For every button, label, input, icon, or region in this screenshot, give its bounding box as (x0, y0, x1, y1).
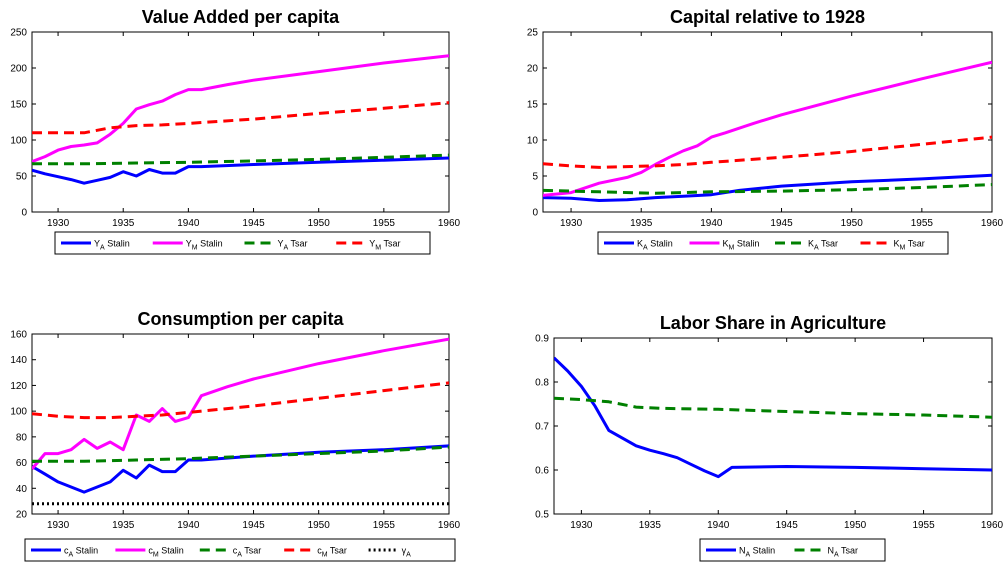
y-tick-label: 0.7 (535, 422, 549, 433)
chart-panel-4: Labor Share in Agriculture 1930 1935 1940 19… (535, 313, 1004, 562)
x-tick-label: 1930 (47, 218, 70, 229)
legend-entry: YA Stalin (94, 239, 130, 252)
y-tick-label: 160 (10, 330, 27, 341)
legend: KA Stalin KM Stalin KA Tsar KM Tsar (597, 231, 949, 255)
plot-area (542, 31, 993, 213)
x-tick-label: 1930 (570, 520, 593, 531)
y-tick-label: 150 (10, 100, 27, 111)
series-line-3 (32, 445, 449, 463)
x-tick-label: 1935 (112, 218, 135, 229)
x-tick-label: 1945 (770, 218, 793, 229)
y-tick-label: 80 (16, 432, 28, 443)
legend-box (24, 538, 456, 562)
x-tick-label: 1960 (981, 218, 1004, 229)
y-tick-label: 10 (527, 136, 539, 147)
x-tick-label: 1955 (912, 520, 935, 531)
chart-panel-1: Value Added per capita 1930 1935 1940 1945 19… (10, 7, 461, 255)
series-line-2 (32, 337, 449, 470)
legend-box (597, 231, 949, 255)
legend: cA Stalin cM Stalin cA Tsar cM Tsar γA (24, 538, 456, 562)
y-tick-label: 0 (21, 208, 27, 219)
legend-box (54, 231, 431, 255)
x-tick-label: 1935 (630, 218, 653, 229)
y-tick-label: 20 (527, 64, 539, 75)
x-tick-label: 1945 (776, 520, 799, 531)
series-line-2 (32, 54, 449, 164)
x-tick-label: 1940 (700, 218, 723, 229)
chart-panel-3: Consumption per capita 1930 1935 1940 1945 19… (10, 309, 461, 562)
y-tick-label: 25 (527, 28, 539, 39)
series-line-2 (543, 60, 992, 197)
x-tick-label: 1950 (308, 520, 331, 531)
x-tick-label: 1955 (373, 218, 396, 229)
series-line-2 (554, 396, 992, 419)
chart-title: Value Added per capita (142, 7, 340, 27)
x-tick-label: 1940 (177, 218, 200, 229)
y-tick-label: 100 (10, 407, 27, 418)
y-tick-label: 20 (16, 510, 28, 521)
y-tick-label: 40 (16, 484, 28, 495)
x-tick-label: 1930 (47, 520, 70, 531)
y-tick-label: 5 (532, 172, 538, 183)
x-tick-label: 1945 (242, 520, 265, 531)
legend-entry: γA (402, 546, 412, 559)
y-tick-label: 0 (532, 208, 538, 219)
chart-title: Labor Share in Agriculture (660, 313, 886, 333)
y-tick-label: 100 (10, 136, 27, 147)
series-line-1 (543, 173, 992, 202)
legend-entry: KA Stalin (637, 239, 673, 252)
series-line-3 (32, 153, 449, 166)
plot-area (553, 337, 993, 515)
chart-title: Consumption per capita (137, 309, 344, 329)
x-tick-label: 1940 (177, 520, 200, 531)
chart-title: Capital relative to 1928 (670, 7, 865, 27)
y-tick-label: 0.6 (535, 466, 549, 477)
x-tick-label: 1955 (373, 520, 396, 531)
legend-entry: KA Tsar (808, 239, 838, 252)
x-tick-label: 1940 (707, 520, 730, 531)
legend: NA Stalin NA Tsar (699, 538, 886, 562)
series-line-4 (32, 381, 449, 420)
y-tick-label: 60 (16, 458, 28, 469)
x-tick-label: 1950 (841, 218, 864, 229)
x-tick-label: 1960 (438, 218, 461, 229)
y-tick-label: 120 (10, 381, 27, 392)
y-tick-label: 0.8 (535, 378, 549, 389)
x-tick-label: 1945 (242, 218, 265, 229)
series-line-4 (32, 101, 449, 135)
y-tick-label: 15 (527, 100, 539, 111)
series-line-3 (543, 183, 992, 195)
legend-entry: YM Stalin (186, 239, 223, 252)
y-tick-label: 0.5 (535, 510, 549, 521)
x-tick-label: 1950 (308, 218, 331, 229)
y-tick-label: 50 (16, 172, 28, 183)
legend-box (699, 538, 886, 562)
legend-entry: NA Tsar (828, 546, 859, 559)
legend-entry: cA Tsar (233, 546, 262, 559)
plot-area (31, 31, 450, 213)
chart-panel-2: Capital relative to 1928 1930 1935 1940 1945… (527, 7, 1004, 255)
legend-entry: KM Tsar (894, 239, 925, 252)
legend-entry: NA Stalin (739, 546, 775, 559)
x-tick-label: 1935 (112, 520, 135, 531)
x-tick-label: 1935 (639, 520, 662, 531)
x-tick-label: 1955 (911, 218, 934, 229)
legend-entry: YA Tsar (278, 239, 308, 252)
y-tick-label: 200 (10, 64, 27, 75)
legend-entry: cM Stalin (148, 546, 183, 559)
y-tick-label: 140 (10, 355, 27, 366)
y-tick-label: 250 (10, 28, 27, 39)
x-tick-label: 1950 (844, 520, 867, 531)
legend-entry: cM Tsar (317, 546, 347, 559)
legend-entry: cA Stalin (64, 546, 98, 559)
x-tick-label: 1960 (438, 520, 461, 531)
legend: YA Stalin YM Stalin YA Tsar YM Tsar (54, 231, 431, 255)
series-line-1 (32, 156, 449, 185)
legend-entry: YM Tsar (369, 239, 400, 252)
x-tick-label: 1960 (981, 520, 1004, 531)
y-tick-label: 0.9 (535, 334, 549, 345)
legend-entry: KM Stalin (723, 239, 760, 252)
x-tick-label: 1930 (560, 218, 583, 229)
